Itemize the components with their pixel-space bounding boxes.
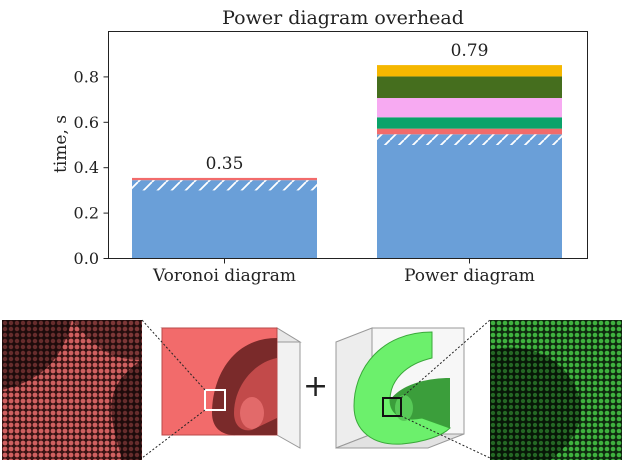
green-zoom-box: [382, 397, 402, 417]
red-cube-illustration: [141, 318, 302, 460]
bar-segment-1-1: [132, 180, 317, 259]
x-tick-label-2: Power diagram: [404, 266, 535, 286]
bar-segment-2-2: [377, 128, 562, 135]
red-particles-image: [2, 320, 142, 460]
bar-segment-1-2: [132, 177, 317, 181]
y-tick-label-1: 0.0: [74, 249, 99, 268]
bar-segment-2-4: [377, 98, 562, 118]
red-particles-zoom-panel: [2, 320, 142, 460]
red-zoom-box: [204, 389, 226, 411]
total-label-1: 0.35: [206, 154, 244, 174]
x-tick-label-1: Voronoi diagram: [152, 266, 296, 286]
bar-segment-2-1: [377, 134, 562, 259]
y-tick-label-2: 0.2: [74, 204, 99, 223]
y-tick-label-3: 0.4: [74, 158, 99, 177]
green-particles-image: [490, 320, 622, 460]
bar-segment-2-6: [377, 65, 562, 77]
plot-frame: [108, 31, 588, 259]
chart-title: Power diagram overhead: [222, 7, 464, 29]
green-shell: [353, 331, 451, 445]
plot-area: 0.35 Voronoi diagram 0.79 Power diagram 0.0 0…: [74, 41, 562, 286]
total-label-2: 0.79: [451, 41, 489, 61]
y-axis-label: time, s: [51, 115, 71, 173]
green-particles-zoom-panel: [490, 320, 622, 460]
plus-sign: +: [303, 369, 329, 404]
bar-segment-2-5: [377, 76, 562, 99]
green-cube-illustration: [332, 318, 491, 460]
y-tick-label-4: 0.6: [74, 113, 99, 132]
y-tick-label-5: 0.8: [74, 67, 99, 86]
hatch-band-2: [377, 134, 562, 145]
hatch-band-1: [132, 180, 317, 191]
stacked-bar-chart: Power diagram overhead time, s 0.35 Voron…: [51, 7, 588, 286]
bar-segment-2-3: [377, 117, 562, 129]
